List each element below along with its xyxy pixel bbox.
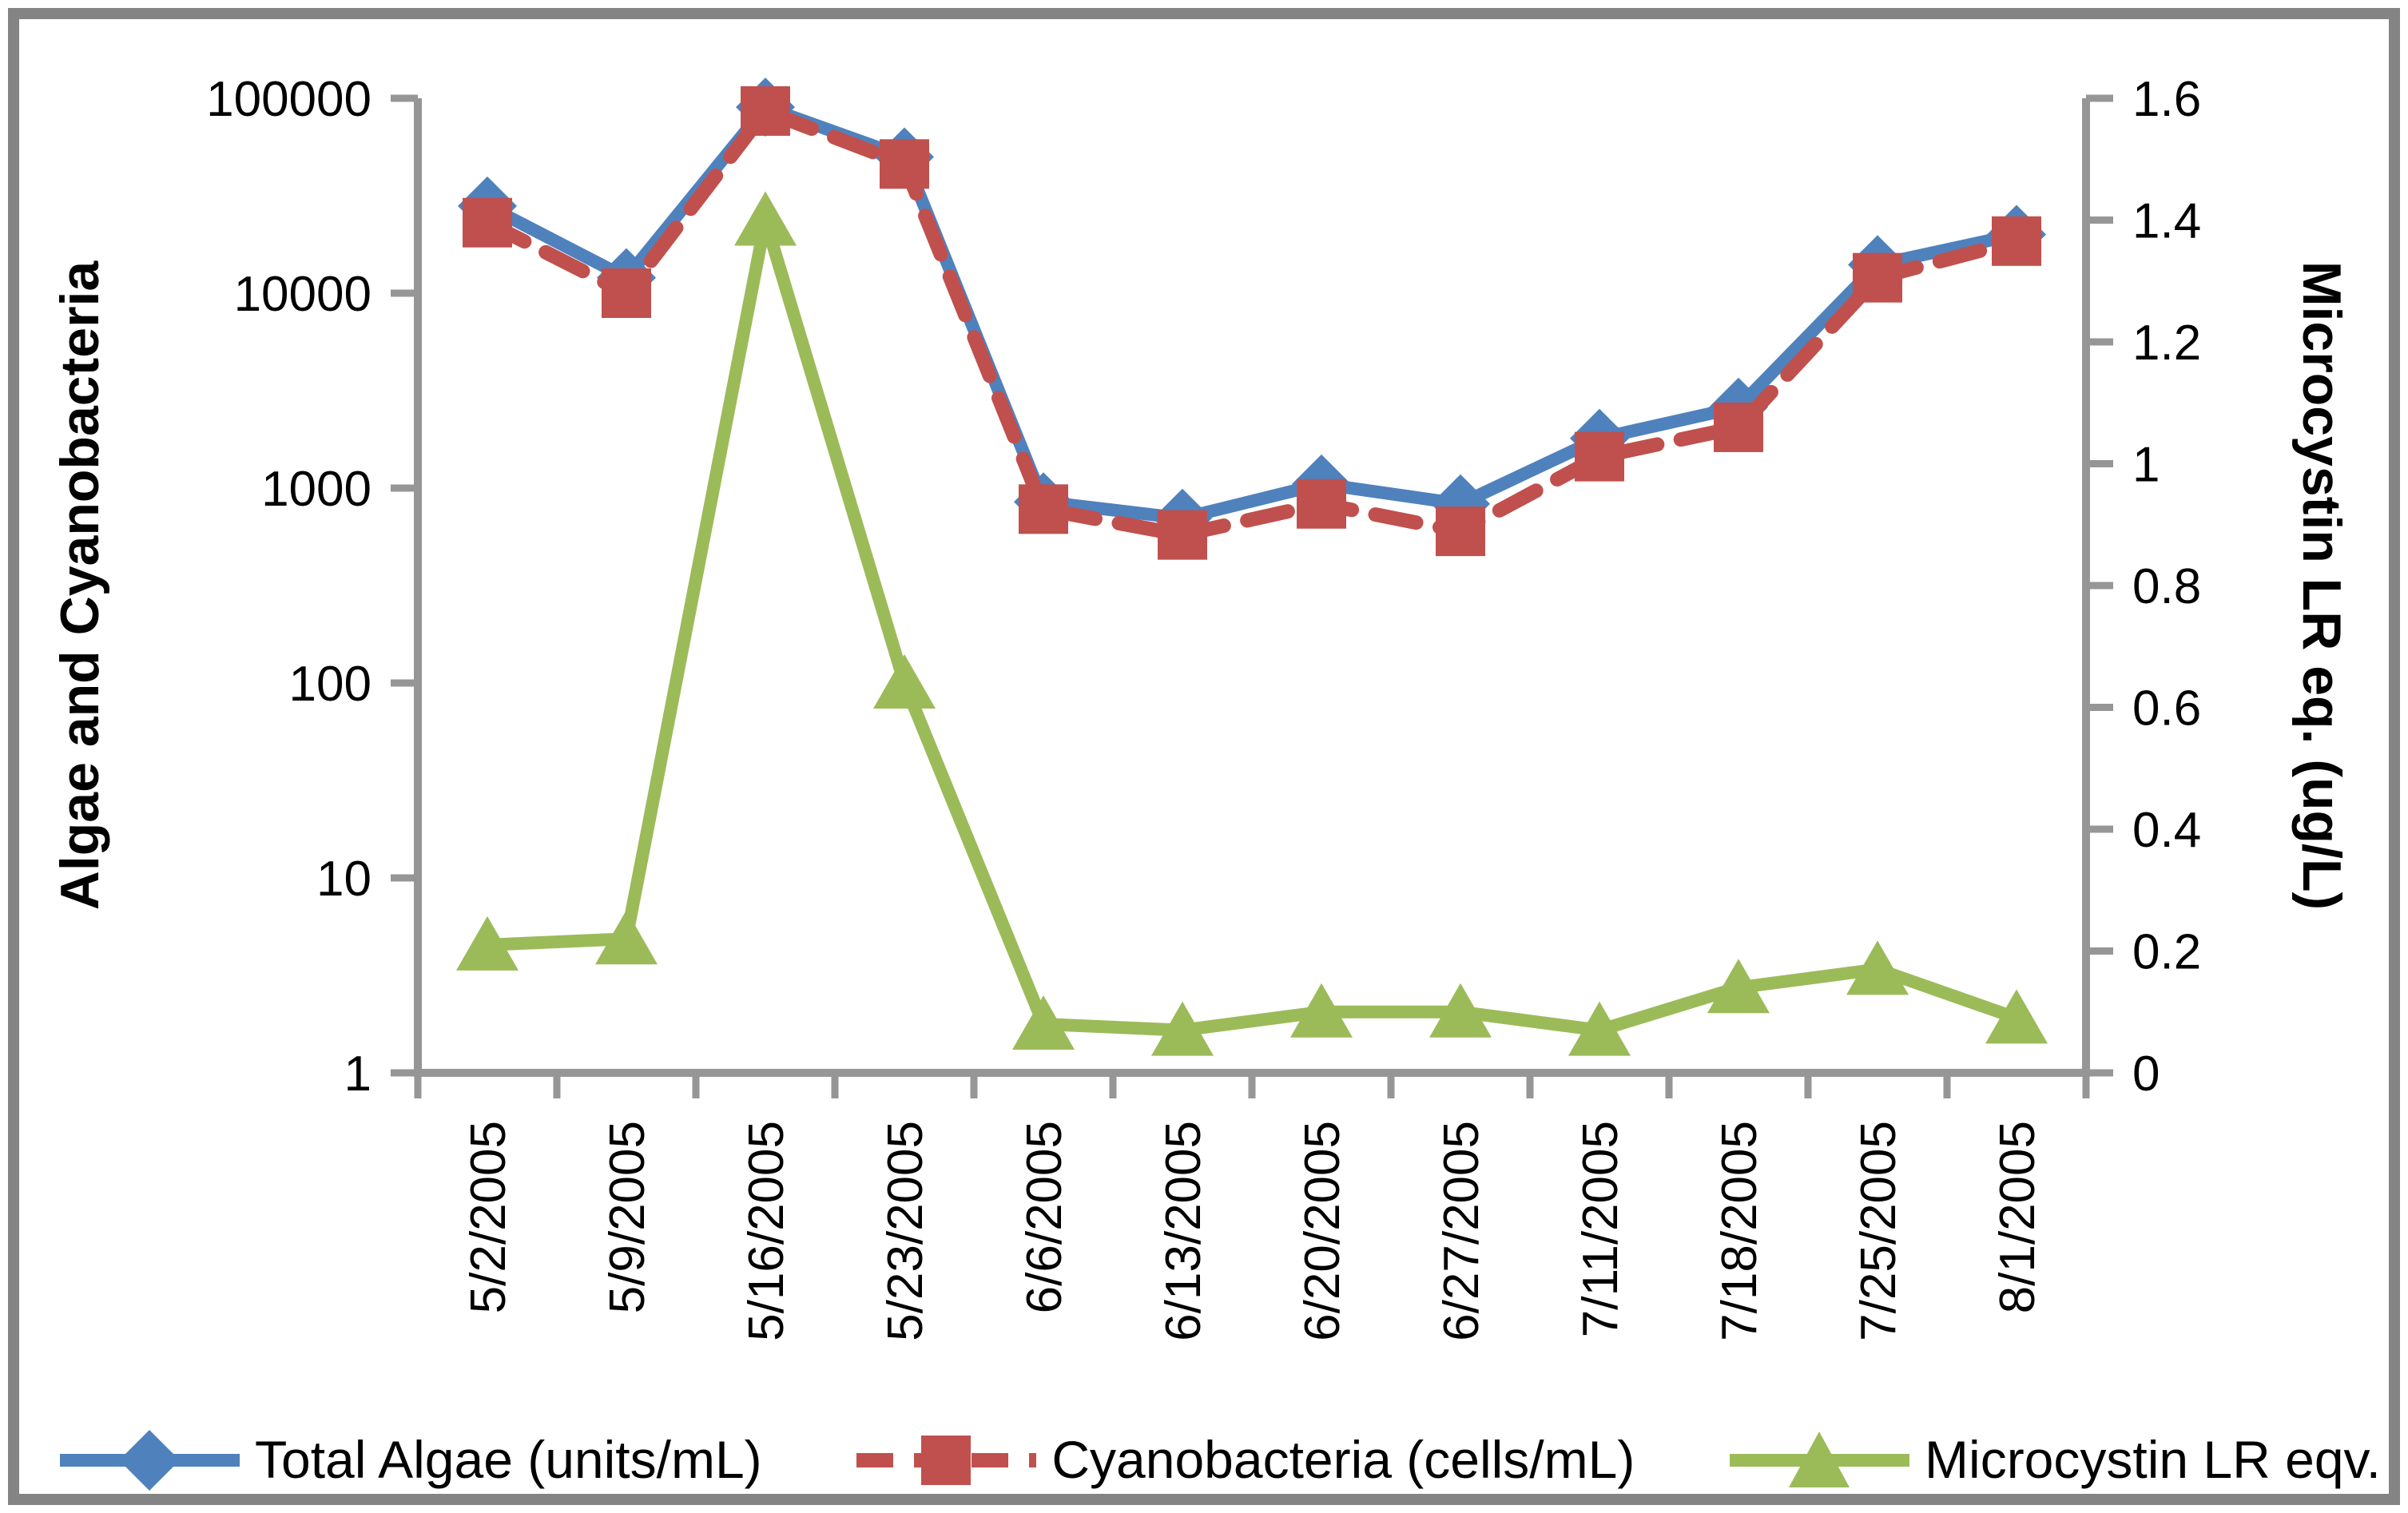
triangle-marker (1151, 1001, 1214, 1056)
legend-item-total-algae: Total Algae (units/mL) (56, 1422, 762, 1498)
x-axis-category-label: 5/2/2005 (461, 1121, 516, 1313)
square-marker (1575, 431, 1624, 482)
left-axis-tick-label: 1 (344, 1046, 372, 1102)
left-axis-tick-label: 10 (316, 852, 372, 907)
triangle-marker (1985, 989, 2048, 1044)
triangle-marker (1707, 959, 1770, 1014)
square-marker (463, 197, 512, 248)
x-axis-category-label: 7/11/2005 (1573, 1121, 1628, 1337)
x-axis-category-label: 8/1/2005 (1990, 1121, 2045, 1313)
triangle-marker (1568, 1001, 1631, 1056)
right-axis-title: Microcystin LR eq. (ug/L) (2291, 260, 2352, 911)
microcystin-lr-eqv-line (481, 213, 2023, 1037)
x-axis-category-label: 5/16/2005 (739, 1121, 794, 1341)
square-marker (1158, 510, 1207, 560)
legend-item-cyanobacteria: Cyanobacteria (cells/mL) (852, 1422, 1635, 1498)
triangle-marker (595, 910, 658, 965)
cyanobacteria-cells-ml-line (480, 103, 2024, 542)
right-axis-tick-label: 1.4 (2132, 194, 2201, 249)
triangle-marker (1012, 995, 1075, 1050)
x-axis-category-label: 5/23/2005 (878, 1121, 933, 1341)
legend-label: Cyanobacteria (cells/mL) (1051, 1430, 1635, 1489)
left-axis-title: Algae and Cyanobacteria (50, 260, 110, 911)
left-axis-tick-label: 100 (289, 657, 372, 712)
triangle-marker (1429, 983, 1492, 1038)
right-axis-tick-label: 1.6 (2132, 72, 2201, 127)
right-axis-tick-label: 1.2 (2132, 316, 2201, 371)
legend-label: Microcystin LR eqv. (1925, 1430, 2381, 1489)
microcystin-legend-marker (1730, 1431, 1910, 1487)
legend: Total Algae (units/mL) Cyanobacteria (ce… (56, 1408, 2381, 1511)
triangle-marker (1846, 940, 1909, 995)
square-marker (741, 85, 790, 136)
legend-item-microcystin: Microcystin LR eqv. (1726, 1422, 2381, 1498)
right-axis-tick-label: 0 (2132, 1046, 2160, 1102)
square-marker (602, 268, 651, 318)
total-algae-legend-marker (60, 1429, 240, 1491)
square-marker (1019, 484, 1068, 534)
square-marker (1714, 402, 1763, 452)
right-axis-tick-label: 0.6 (2132, 681, 2201, 737)
cyanobacteria-legend-marker (856, 1435, 1037, 1485)
square-marker (880, 139, 929, 189)
x-axis-category-label: 5/9/2005 (600, 1121, 655, 1313)
triangle-marker (873, 654, 936, 709)
left-axis-tick-label: 1000 (261, 462, 372, 517)
square-marker (1297, 479, 1346, 529)
triangle-marker (734, 191, 797, 246)
triangle-marker (456, 915, 519, 971)
square-marker (1992, 216, 2041, 266)
right-axis-tick-label: 1 (2132, 438, 2160, 493)
right-axis-tick-label: 0.8 (2132, 559, 2201, 614)
square-marker (1436, 506, 1485, 557)
x-axis-category-label: 6/6/2005 (1017, 1121, 1072, 1313)
x-axis-category-label: 6/13/2005 (1156, 1121, 1211, 1341)
triangle-marker (1290, 983, 1353, 1038)
x-axis-category-label: 7/18/2005 (1712, 1121, 1767, 1341)
left-axis-tick-label: 100000 (206, 72, 372, 127)
legend-label: Total Algae (units/mL) (255, 1430, 762, 1489)
right-axis-tick-label: 0.4 (2132, 803, 2201, 858)
x-axis-category-label: 6/20/2005 (1295, 1121, 1350, 1341)
x-axis-category-label: 7/25/2005 (1851, 1121, 1906, 1341)
right-axis-tick-label: 0.2 (2132, 925, 2201, 980)
square-marker (1853, 252, 1902, 303)
x-axis-category-label: 6/27/2005 (1434, 1121, 1489, 1341)
left-axis-tick-label: 10000 (234, 267, 372, 322)
figure-border (8, 8, 2400, 1505)
